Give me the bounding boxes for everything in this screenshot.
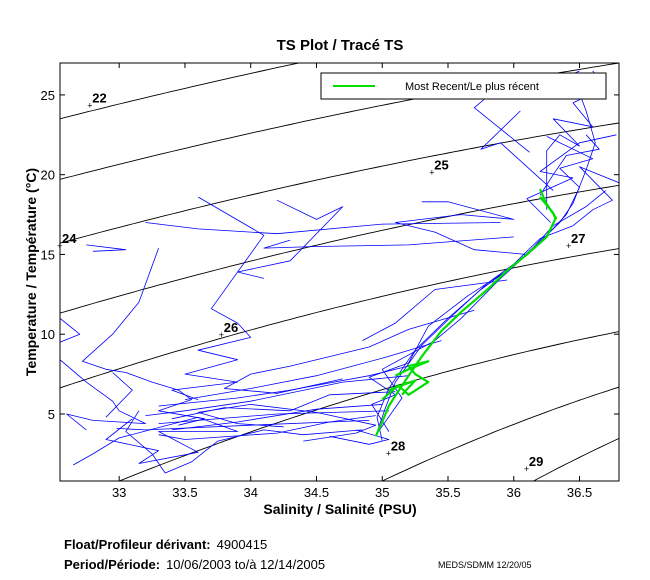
density-label-marker: + (524, 464, 529, 474)
float-id-label: Float/Profileur dérivant: (64, 537, 211, 552)
x-tick-label: 34 (243, 485, 257, 500)
density-label-22: 22 (92, 90, 106, 105)
profile-27 (60, 317, 81, 343)
profile-28 (73, 416, 239, 466)
legend: Most Recent/Le plus récent (320, 72, 607, 100)
x-axis-ticks: 33 33.5 34 34.5 35 35.5 36 36.5 (112, 63, 592, 500)
x-tick-label: 34.5 (304, 485, 329, 500)
profile-8 (480, 110, 554, 191)
series-layer (60, 70, 619, 474)
profile-23 (171, 196, 265, 400)
profile-20 (263, 236, 514, 249)
profile-22 (237, 199, 344, 279)
plot-border (59, 62, 620, 482)
profile-14 (145, 375, 409, 416)
density-label-28: 28 (391, 438, 405, 453)
x-tick-label: 33.5 (172, 485, 197, 500)
profile-5 (539, 134, 600, 196)
y-tick-label: 5 (48, 407, 55, 422)
profile-19 (394, 201, 527, 255)
profile-26 (60, 359, 146, 431)
density-contour-23 (60, 63, 619, 180)
most-recent-profile-1 (381, 360, 430, 401)
density-contour-22 (60, 63, 301, 120)
profile-17 (223, 309, 475, 394)
plot-frame (60, 63, 619, 481)
y-tick-label: 10 (41, 327, 55, 342)
density-label-25: 25 (434, 157, 448, 172)
profile-2 (379, 190, 607, 431)
density-contour-25 (60, 184, 619, 314)
density-label-27: 27 (571, 231, 585, 246)
density-label-marker: + (87, 100, 92, 110)
profile-18 (362, 279, 508, 341)
y-axis-ticks: 5 10 15 20 25 (41, 88, 619, 422)
period-value: 10/06/2003 to/à 12/14/2005 (166, 557, 326, 572)
x-tick-label: 35.5 (435, 485, 460, 500)
x-tick-label: 36.5 (567, 485, 592, 500)
profile-32 (329, 429, 390, 445)
density-contour-28 (382, 386, 619, 481)
most-recent-profile-2 (388, 379, 417, 396)
period-label: Period/Période: (64, 557, 161, 572)
y-tick-label: 15 (41, 247, 55, 262)
y-tick-label: 20 (41, 168, 55, 183)
y-tick-label: 25 (41, 88, 55, 103)
profile-21 (145, 222, 501, 235)
chart-title: TS Plot / Tracé TS (277, 37, 404, 54)
profile-11 (171, 404, 383, 431)
profile-12 (158, 415, 376, 440)
density-label-marker: + (429, 167, 434, 177)
profile-31 (197, 403, 377, 442)
density-label-marker: + (219, 330, 224, 340)
profile-6 (526, 134, 617, 223)
x-tick-label: 33 (112, 485, 126, 500)
density-label-marker: + (566, 241, 571, 251)
density-label-29: 29 (529, 454, 543, 469)
density-contour-29 (533, 437, 619, 481)
profile-24 (86, 244, 127, 252)
profile-29 (125, 410, 363, 474)
density-contours (60, 63, 619, 481)
most-recent-profile-3 (539, 196, 557, 220)
density-label-26: 26 (224, 320, 238, 335)
y-axis-label: Temperature / Température (°C) (23, 168, 39, 376)
float-id-row: Float/Profileur dérivant: 4900415 (64, 537, 267, 552)
profile-16 (184, 340, 442, 400)
x-tick-label: 36 (507, 485, 521, 500)
profile-30 (105, 372, 133, 418)
density-contour-24 (60, 122, 619, 244)
period-row: Period/Période: 10/06/2003 to/à 12/14/200… (64, 557, 325, 572)
most-recent-profile-0 (374, 188, 558, 437)
x-tick-label: 35 (375, 485, 389, 500)
credit-text: MEDS/SDMM 12/20/05 (438, 560, 532, 570)
legend-label-most-recent: Most Recent/Le plus récent (405, 81, 539, 93)
float-id-value: 4900415 (216, 537, 268, 552)
profile-9 (116, 420, 370, 431)
plot-area: 22+24+25+26+27+28+29+ 33 33.5 34 34.5 35 35.5… (41, 62, 620, 500)
density-label-24: 24 (62, 231, 77, 246)
density-contour-26 (60, 248, 619, 389)
density-label-marker: + (386, 448, 391, 458)
profile-25 (82, 247, 206, 426)
x-axis-label: Salinity / Salinité (PSU) (263, 501, 416, 517)
